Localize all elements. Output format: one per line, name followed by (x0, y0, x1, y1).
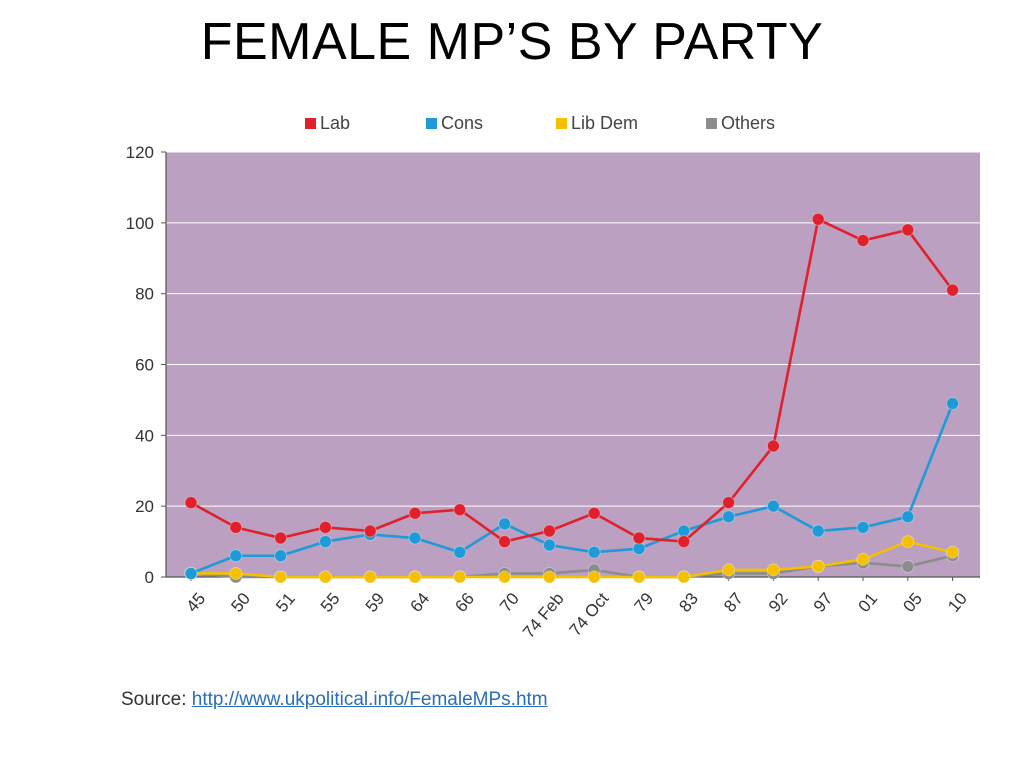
legend-label: Cons (441, 113, 483, 133)
data-point-lib-dem (587, 570, 601, 584)
source-label: Source: (121, 689, 187, 710)
x-tick-label: 79 (631, 589, 658, 616)
x-tick-label: 05 (899, 589, 926, 616)
x-tick-label: 51 (272, 589, 299, 616)
data-point-lib-dem (453, 570, 467, 584)
y-tick-label: 0 (145, 568, 154, 587)
slide-title: FEMALE MP’S BY PARTY (200, 13, 824, 71)
data-point-cons (542, 538, 556, 552)
data-point-lib-dem (498, 570, 512, 584)
y-tick-label: 80 (135, 285, 154, 304)
data-point-cons (856, 520, 870, 534)
x-tick-label: 50 (227, 589, 254, 616)
x-tick-label: 66 (451, 589, 478, 616)
data-point-lab (542, 524, 556, 538)
data-point-lab (229, 520, 243, 534)
data-point-others (901, 559, 915, 573)
x-tick-label: 83 (675, 589, 702, 616)
gridlines (166, 151, 980, 507)
data-point-lib-dem (408, 570, 422, 584)
series-line-lab (190, 217, 954, 543)
x-tick-label: 45 (183, 589, 210, 616)
data-point-lab (274, 531, 288, 545)
x-tick-label: 01 (855, 589, 882, 616)
data-point-lib-dem (946, 545, 960, 559)
y-tick-label: 120 (126, 143, 154, 162)
x-tick-label: 59 (362, 589, 389, 616)
source-link[interactable]: http://www.ukpolitical.info/FemaleMPs.ht… (191, 689, 548, 710)
data-point-cons (587, 545, 601, 559)
x-tick-label: 97 (810, 589, 837, 616)
y-axis-ticks: 0 20 40 60 80 100 120 (126, 143, 166, 587)
data-point-cons (946, 396, 960, 410)
data-point-lab (946, 283, 960, 297)
legend-swatch (305, 118, 316, 129)
data-point-lib-dem (318, 570, 332, 584)
data-point-lib-dem (722, 563, 736, 577)
y-tick-label: 20 (135, 497, 154, 516)
legend-label: Lib Dem (571, 113, 638, 133)
x-tick-label: 55 (317, 589, 344, 616)
data-point-lib-dem (856, 552, 870, 566)
data-point-cons (274, 549, 288, 563)
x-tick-label: 10 (944, 589, 971, 616)
legend-swatch (426, 118, 437, 129)
x-tick-label: 70 (496, 589, 523, 616)
data-point-cons (722, 510, 736, 524)
legend-swatch (556, 118, 567, 129)
data-point-cons (184, 566, 198, 580)
data-point-lab (587, 506, 601, 520)
data-point-lib-dem (229, 566, 243, 580)
data-point-lab (677, 535, 691, 549)
data-point-lib-dem (677, 570, 691, 584)
data-point-cons (408, 531, 422, 545)
data-point-lib-dem (901, 535, 915, 549)
data-point-lib-dem (766, 563, 780, 577)
y-tick-label: 60 (135, 356, 154, 375)
data-point-lib-dem (811, 559, 825, 573)
data-point-lab (722, 496, 736, 510)
x-tick-label: 92 (765, 589, 792, 616)
x-tick-label: 87 (720, 589, 747, 616)
legend-label: Lab (320, 113, 350, 133)
data-point-lab (766, 439, 780, 453)
data-point-lab (632, 531, 646, 545)
data-point-lib-dem (632, 570, 646, 584)
series-group (184, 212, 960, 584)
data-point-cons (498, 517, 512, 531)
x-tick-label: 74 Oct (566, 589, 613, 640)
data-point-lab (453, 503, 467, 517)
legend-label: Others (721, 113, 775, 133)
data-point-lab (318, 520, 332, 534)
data-point-lab (184, 496, 198, 510)
chart-legend: Lab Cons Lib Dem Others (305, 113, 775, 133)
data-point-lab (363, 524, 377, 538)
data-point-cons (318, 535, 332, 549)
data-point-cons (811, 524, 825, 538)
data-point-cons (453, 545, 467, 559)
data-point-lab (901, 223, 915, 237)
source-line: Source: http://www.ukpolitical.info/Fema… (121, 689, 548, 711)
data-point-cons (766, 499, 780, 513)
y-tick-label: 100 (126, 214, 154, 233)
series-line-lib-dem (191, 540, 953, 579)
data-point-lib-dem (274, 570, 288, 584)
legend-swatch (706, 118, 717, 129)
x-tick-label: 74 Feb (519, 589, 568, 642)
y-tick-label: 40 (135, 426, 154, 445)
data-point-cons (901, 510, 915, 524)
data-point-cons (229, 549, 243, 563)
data-point-lab (408, 506, 422, 520)
series-line-cons (190, 402, 954, 575)
data-point-lib-dem (363, 570, 377, 584)
data-point-lib-dem (542, 570, 556, 584)
data-point-lab (856, 234, 870, 248)
data-point-lab (811, 212, 825, 226)
data-point-lab (498, 535, 512, 549)
x-tick-label: 64 (407, 589, 434, 616)
